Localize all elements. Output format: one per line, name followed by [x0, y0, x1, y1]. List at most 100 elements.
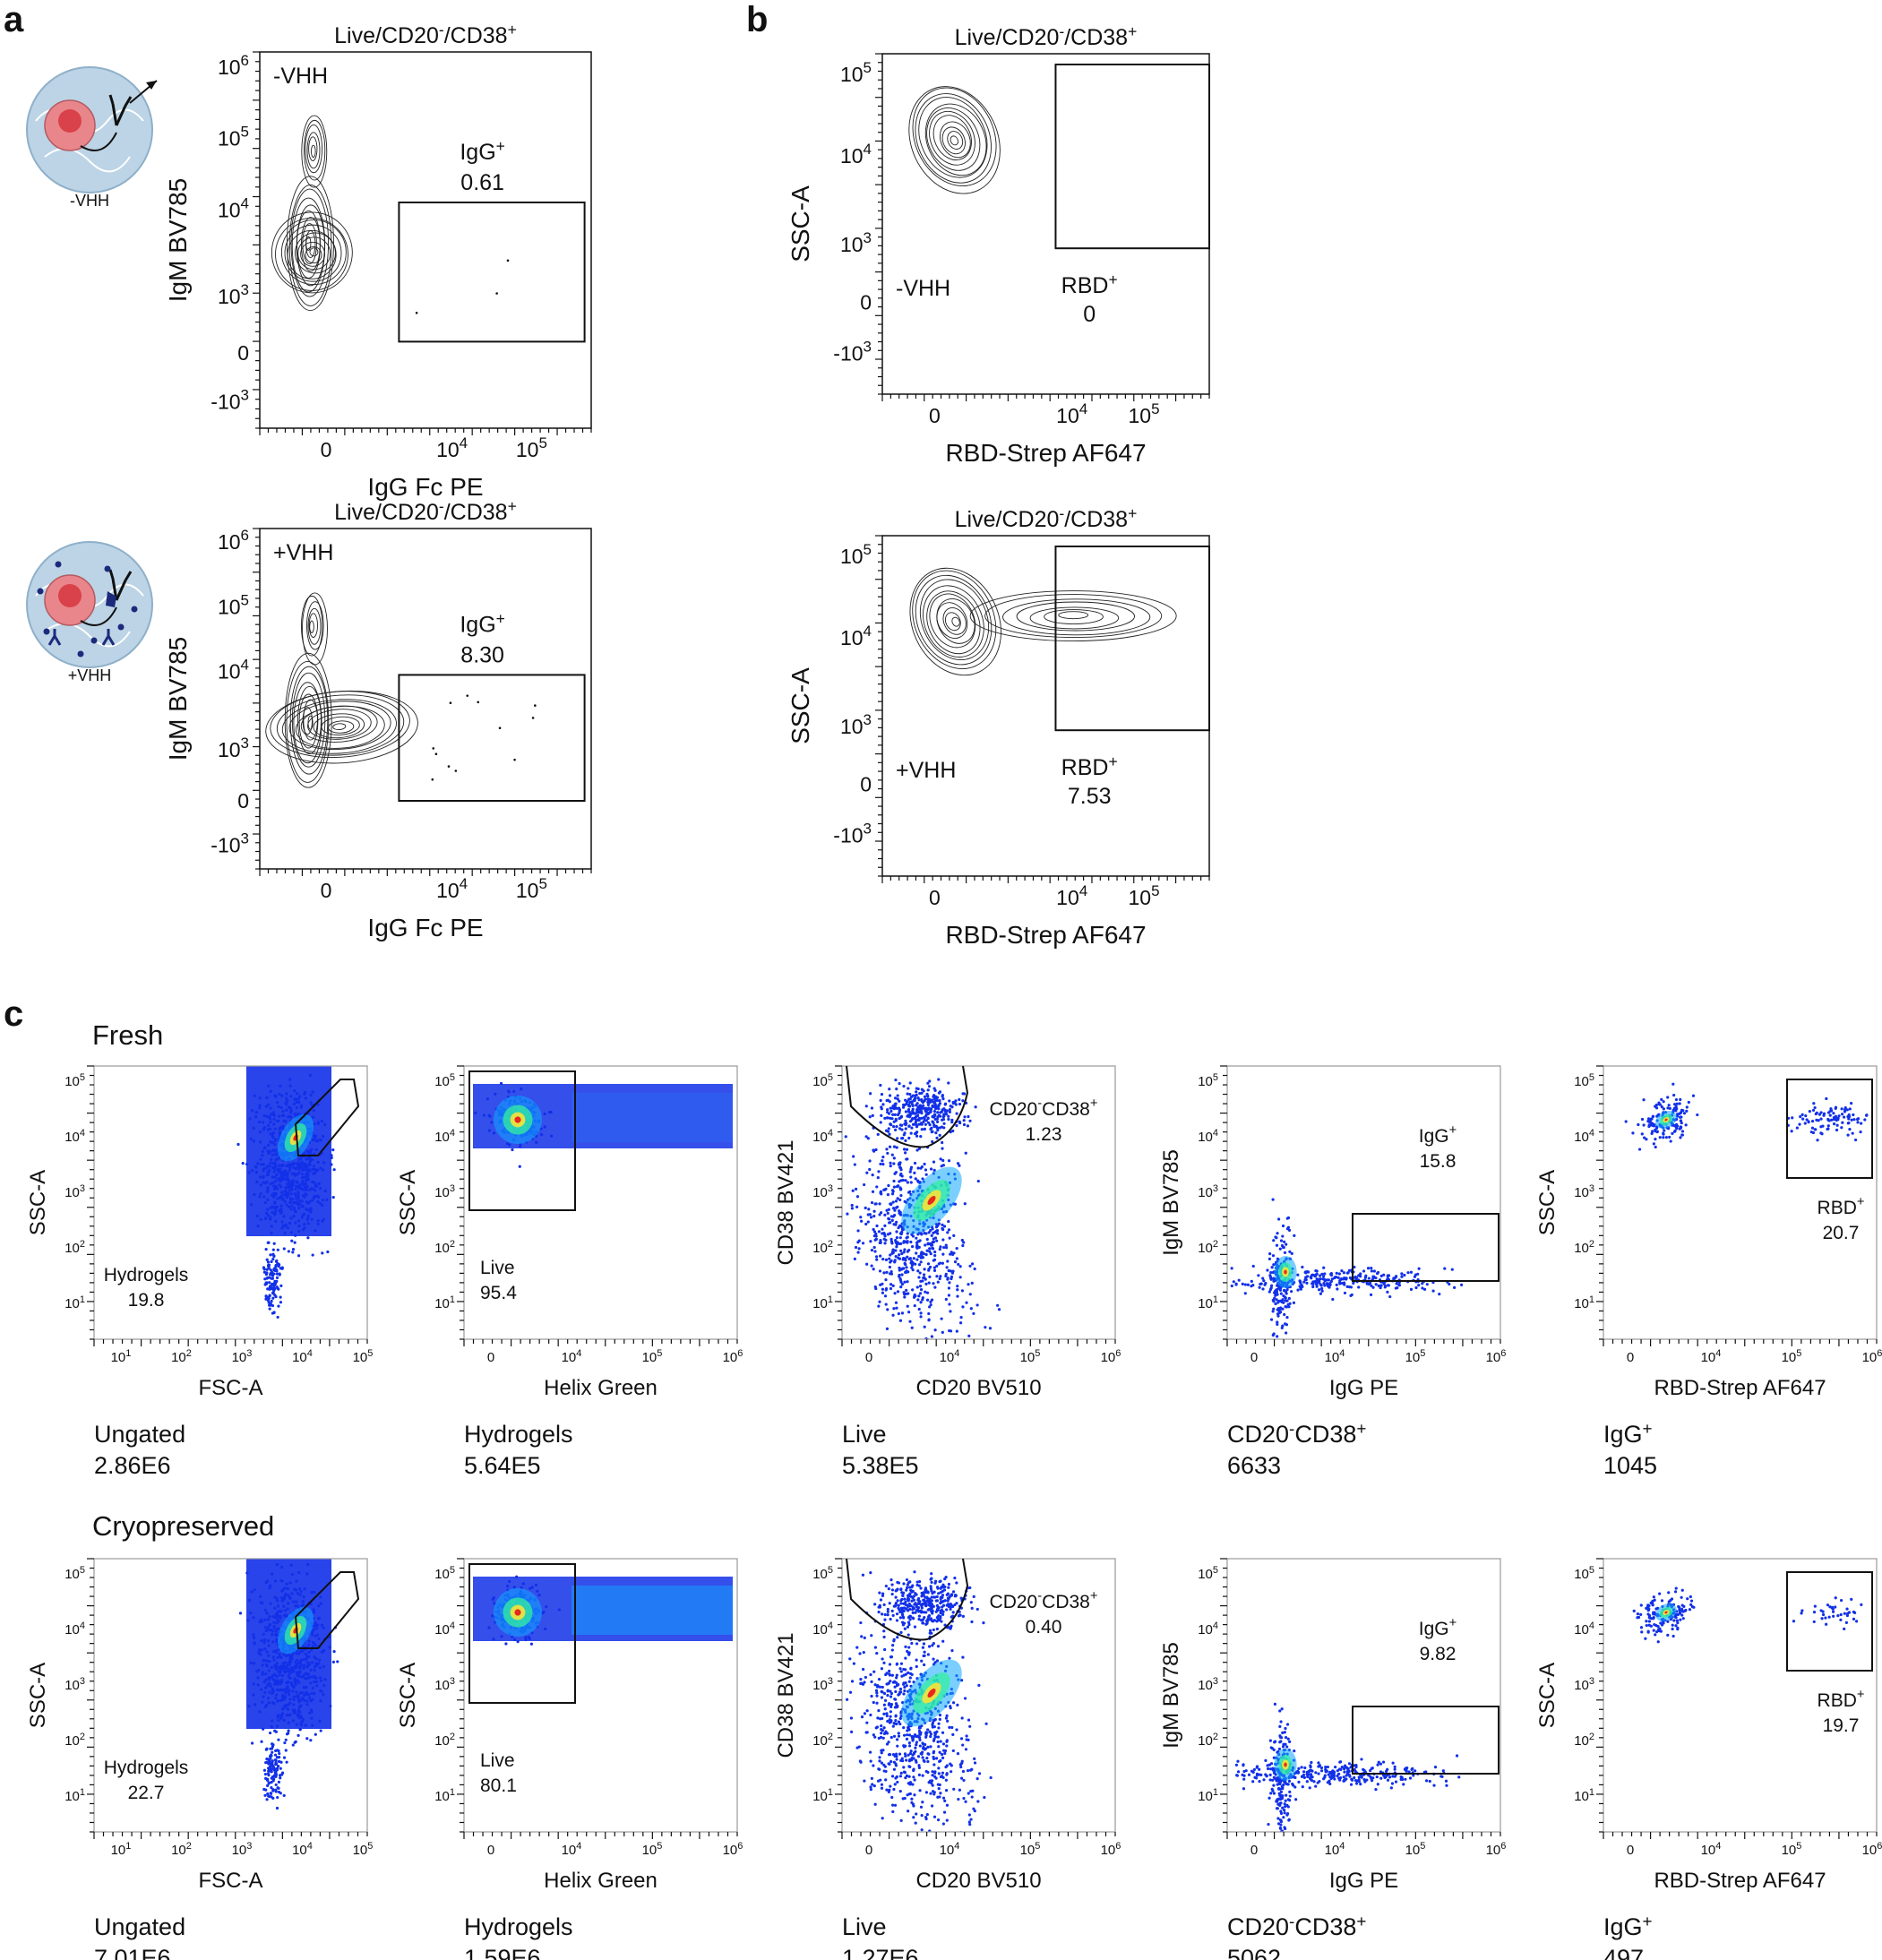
event-dot [297, 1224, 301, 1228]
event-dot [931, 1105, 934, 1108]
event-dot [291, 1743, 295, 1747]
event-dot [1652, 1142, 1655, 1146]
event-dot [331, 1196, 335, 1199]
event-dot [926, 1097, 930, 1101]
event-dot [276, 1655, 279, 1659]
event-dot [317, 1182, 321, 1185]
event-dot [901, 1105, 906, 1109]
event-dot [859, 1216, 863, 1219]
event-dot [301, 1554, 304, 1557]
event-dot [299, 1698, 303, 1702]
event-dot [1662, 1100, 1665, 1104]
event-dot [1459, 1283, 1464, 1287]
event-dot [893, 1104, 897, 1108]
event-dot [274, 1783, 278, 1787]
contour-line [309, 247, 319, 257]
y-tick-label: 101 [812, 1294, 833, 1311]
parent-population-name: Hydrogels [464, 1913, 573, 1940]
event-dot [311, 1724, 314, 1727]
event-dot [1371, 1285, 1375, 1289]
event-dot [534, 704, 537, 707]
event-dot [947, 1081, 950, 1085]
event-dot [295, 1600, 298, 1603]
x-tick-label: 105 [1405, 1348, 1426, 1365]
event-dot [300, 1168, 305, 1172]
y-tick-label: 103 [434, 1183, 455, 1200]
event-dot [275, 1205, 279, 1209]
event-dot [295, 1658, 299, 1662]
event-dot [919, 1311, 923, 1315]
event-dot [877, 1230, 881, 1234]
event-dot [958, 1265, 962, 1268]
event-dot [313, 1122, 316, 1126]
event-dot [1417, 1267, 1421, 1270]
gate-value: 19.8 [128, 1290, 165, 1311]
event-dot [947, 1114, 950, 1118]
event-dot [949, 1252, 952, 1256]
event-dot [1347, 1268, 1352, 1272]
event-dot [305, 1657, 308, 1661]
event-dot [311, 1645, 314, 1648]
event-dot [266, 1128, 270, 1131]
event-dot [318, 1658, 322, 1662]
event-dot [1272, 1277, 1276, 1280]
event-dot [1805, 1118, 1809, 1122]
arrow-head-icon [146, 81, 157, 90]
event-dot [263, 1608, 267, 1612]
event-dot [886, 1130, 890, 1133]
event-dot [271, 1153, 274, 1156]
event-dot [1335, 1271, 1338, 1275]
event-dot [274, 1148, 278, 1152]
y-tick-label: 102 [1198, 1239, 1218, 1256]
event-dot [296, 1672, 299, 1676]
event-dot [487, 1626, 491, 1629]
event-dot [1803, 1122, 1807, 1125]
event-dot [1819, 1131, 1823, 1135]
event-dot [261, 1700, 264, 1704]
event-dot [259, 1192, 262, 1196]
event-dot [298, 1182, 302, 1187]
secretion-arrow-icon [80, 132, 117, 151]
event-dot [271, 1257, 275, 1261]
event-dot [1326, 1285, 1330, 1288]
event-dot [315, 1194, 319, 1198]
event-dot [924, 1232, 928, 1235]
event-dot [305, 1572, 309, 1576]
event-dot [913, 1171, 916, 1174]
event-dot [310, 1217, 314, 1221]
event-dot [272, 1113, 276, 1117]
event-dot [298, 1593, 302, 1596]
contour-line [939, 121, 971, 159]
event-dot [280, 1673, 285, 1678]
event-dot [262, 1126, 266, 1130]
event-dot [490, 1121, 494, 1124]
event-dot [271, 1678, 275, 1681]
event-dot [280, 1565, 284, 1569]
event-dot [1795, 1126, 1799, 1130]
event-dot [1662, 1132, 1665, 1136]
density-layer [473, 1081, 733, 1168]
event-dot [529, 1642, 534, 1646]
event-dot [895, 1230, 898, 1234]
gate-label: IgG+​ [460, 137, 505, 165]
event-dot [950, 1118, 954, 1122]
event-dot [278, 1196, 281, 1199]
event-dot [941, 1238, 945, 1242]
event-dot [270, 1113, 273, 1116]
event-dot [949, 1607, 952, 1611]
event-dot [955, 1257, 958, 1260]
contour-line [288, 701, 391, 751]
event-dot [305, 1179, 308, 1182]
event-dot [1315, 1272, 1319, 1276]
event-dot [1673, 1129, 1677, 1133]
event-dot [897, 1226, 900, 1230]
event-dot [265, 1181, 269, 1184]
event-dot [1696, 1113, 1699, 1117]
event-dot [900, 1273, 904, 1277]
event-dot [914, 1611, 917, 1614]
vhh-icon [77, 650, 84, 658]
event-dot [306, 1201, 311, 1205]
y-tick-label: 103 [840, 711, 872, 738]
event-dot [941, 1108, 944, 1112]
event-dot [1285, 1316, 1289, 1320]
